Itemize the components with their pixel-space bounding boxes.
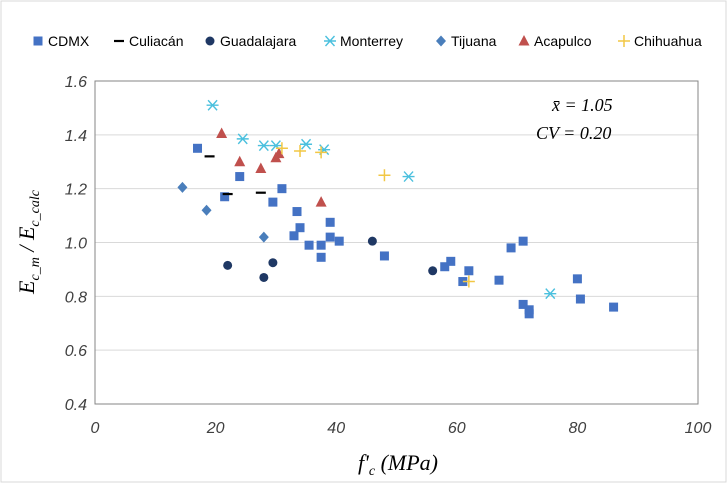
data-points (177, 99, 619, 319)
legend-label-monterrey: Monterrey (340, 33, 403, 49)
y-tick-label: 0.6 (65, 343, 87, 360)
point-monterrey (300, 138, 313, 150)
series-chihuahua (275, 142, 475, 288)
point-tijuana (177, 181, 188, 193)
point-cdmx (325, 217, 335, 227)
legend-label-cdmx: CDMX (48, 33, 90, 49)
series-monterrey (206, 99, 557, 300)
point-monterrey (257, 140, 270, 152)
point-acapulco (255, 162, 267, 173)
point-cdmx (440, 262, 450, 272)
point-cdmx (292, 207, 302, 217)
legend-marker-acapulco (518, 35, 530, 46)
legend-label-tijuana: Tijuana (451, 33, 497, 49)
x-axis-ticks: 0 20 40 60 80 100 (91, 420, 712, 437)
point-cdmx (518, 299, 528, 309)
point-cdmx (193, 143, 203, 153)
point-cdmx (464, 266, 474, 276)
point-monterrey (206, 99, 219, 111)
y-tick-label: 0.8 (65, 289, 87, 306)
point-chihuahua (315, 146, 328, 159)
point-cdmx (277, 184, 287, 194)
legend-marker-chihuahua (618, 35, 630, 47)
point-cdmx (316, 252, 326, 262)
y-tick-label: 0.4 (65, 397, 87, 414)
legend-label-chihuahua: Chihuahua (634, 33, 702, 49)
point-cdmx (458, 277, 468, 287)
point-tijuana (201, 204, 212, 216)
point-tijuana (258, 231, 269, 243)
legend-marker-tijuana (436, 35, 446, 47)
y-tick-label: 1.0 (65, 236, 87, 253)
point-monterrey (236, 133, 249, 145)
y-tick-label: 1.6 (65, 74, 87, 91)
point-acapulco (234, 155, 246, 167)
point-cdmx (304, 240, 314, 250)
point-guadalajara (268, 258, 278, 268)
point-cdmx (289, 231, 299, 241)
point-cdmx (295, 223, 305, 233)
point-cdmx (220, 192, 230, 202)
x-axis-title: f'c (MPa) (358, 450, 438, 479)
point-cdmx (325, 232, 335, 242)
y-axis-title: Ec_m / Ec_calc (14, 189, 43, 295)
point-cdmx (518, 236, 528, 246)
legend-marker-cdmx (33, 36, 43, 46)
point-guadalajara (223, 260, 233, 270)
point-cdmx (235, 172, 245, 182)
point-cdmx (572, 274, 582, 284)
point-cdmx (316, 240, 326, 250)
series-culiac-n (204, 155, 266, 196)
x-tick-label: 0 (91, 420, 100, 437)
legend-marker-guadalajara (205, 36, 215, 46)
legend-label-acapulco: Acapulco (534, 33, 592, 49)
point-cdmx (494, 275, 504, 285)
point-guadalajara (428, 266, 438, 276)
legend-label-culiac-n: Culiacán (129, 33, 183, 49)
point-cdmx (446, 256, 456, 266)
series-guadalajara (223, 236, 438, 282)
series-acapulco (216, 127, 327, 207)
point-cdmx (334, 236, 344, 246)
x-tick-label: 100 (685, 420, 712, 437)
point-monterrey (544, 288, 557, 300)
x-tick-label: 20 (206, 420, 225, 437)
point-cdmx (524, 309, 534, 319)
point-chihuahua (378, 169, 391, 182)
point-acapulco (216, 127, 228, 138)
point-acapulco (315, 196, 327, 207)
point-cdmx (379, 251, 389, 261)
x-tick-label: 80 (569, 420, 587, 437)
x-tick-label: 40 (327, 420, 345, 437)
point-cdmx (268, 197, 278, 207)
point-guadalajara (367, 236, 377, 246)
annotation-mean: x̄ = 1.05 (551, 95, 613, 115)
legend-marker-monterrey (324, 35, 336, 47)
annotation-cv: CV = 0.20 (536, 123, 611, 143)
y-tick-label: 1.2 (65, 182, 87, 199)
point-monterrey (402, 171, 415, 183)
legend: CDMX Culiacán Guadalajara Monterrey Tijuana A… (33, 33, 702, 49)
point-cdmx (609, 302, 619, 312)
series-cdmx (193, 143, 619, 319)
point-chihuahua (275, 142, 288, 155)
x-tick-label: 60 (448, 420, 466, 437)
point-cdmx (575, 294, 585, 304)
point-guadalajara (259, 272, 269, 282)
point-acapulco (273, 147, 285, 159)
series-tijuana (177, 181, 269, 243)
point-chihuahua (462, 275, 475, 288)
y-axis-ticks: 0.4 0.6 0.8 1.0 1.2 1.4 1.6 (65, 74, 87, 414)
gridlines (95, 134, 698, 351)
point-chihuahua (294, 144, 307, 157)
y-tick-label: 1.4 (65, 128, 87, 145)
legend-label-guadalajara: Guadalajara (220, 33, 296, 49)
point-cdmx (506, 243, 516, 253)
plot-area-border (94, 80, 699, 405)
